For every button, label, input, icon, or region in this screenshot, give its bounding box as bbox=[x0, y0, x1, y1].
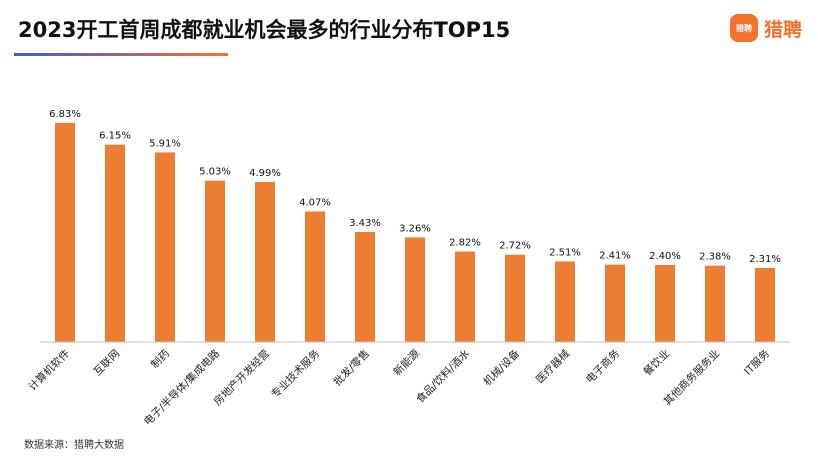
data-label-9: 2.82% bbox=[449, 238, 481, 249]
data-label-14: 2.38% bbox=[699, 252, 731, 263]
category-label-3: 制药 bbox=[148, 347, 172, 371]
logo-text: 猎聘 bbox=[763, 18, 802, 41]
data-label-3: 5.91% bbox=[149, 138, 181, 149]
bar-9 bbox=[455, 251, 475, 342]
bar-2 bbox=[105, 144, 125, 342]
data-label-5: 4.99% bbox=[249, 168, 281, 179]
category-label-13: 餐饮业 bbox=[641, 347, 672, 378]
data-label-4: 5.03% bbox=[199, 167, 231, 178]
bar-3 bbox=[155, 152, 175, 342]
category-label-2: 互联网 bbox=[91, 348, 122, 379]
title-underline bbox=[14, 53, 228, 56]
category-label-9: 食品/饮料/酒水 bbox=[413, 347, 472, 406]
category-label-7: 批发/零售 bbox=[331, 347, 372, 388]
data-label-10: 2.72% bbox=[499, 241, 531, 252]
data-label-13: 2.40% bbox=[649, 251, 681, 262]
bar-1 bbox=[55, 122, 75, 342]
bar-4 bbox=[205, 180, 225, 342]
data-label-7: 3.43% bbox=[349, 218, 381, 229]
data-label-11: 2.51% bbox=[549, 247, 581, 258]
bar-11 bbox=[555, 261, 575, 342]
category-label-6: 专业技术服务 bbox=[268, 347, 322, 401]
data-label-6: 4.07% bbox=[299, 197, 331, 208]
category-label-12: 电子商务 bbox=[583, 347, 622, 386]
bar-15 bbox=[755, 267, 775, 342]
category-label-1: 计算机软件 bbox=[26, 347, 72, 393]
data-label-2: 6.15% bbox=[99, 131, 131, 142]
logo-badge-icon: 猎聘 bbox=[729, 14, 758, 42]
category-label-15: IT服务 bbox=[741, 347, 772, 378]
data-label-8: 3.26% bbox=[399, 223, 431, 234]
bar-12 bbox=[605, 264, 625, 342]
bar-5 bbox=[255, 181, 275, 342]
data-label-12: 2.41% bbox=[599, 251, 631, 262]
bar-14 bbox=[705, 265, 725, 342]
bar-10 bbox=[505, 254, 525, 342]
category-label-11: 医疗器械 bbox=[533, 347, 572, 386]
bar-6 bbox=[305, 211, 325, 342]
page-title: 2023开工首周成都就业机会最多的行业分布TOP15 bbox=[18, 18, 511, 42]
bar-8 bbox=[405, 237, 425, 342]
bar-7 bbox=[355, 231, 375, 342]
data-source-note: 数据来源：猎聘大数据 bbox=[24, 440, 124, 451]
bar-13 bbox=[655, 265, 675, 342]
data-label-15: 2.31% bbox=[749, 254, 781, 265]
brand-logo: 猎聘 猎聘 bbox=[729, 12, 802, 44]
category-label-10: 机械/设备 bbox=[481, 347, 523, 389]
category-label-8: 新能源 bbox=[391, 347, 423, 379]
data-label-1: 6.83% bbox=[49, 109, 81, 120]
